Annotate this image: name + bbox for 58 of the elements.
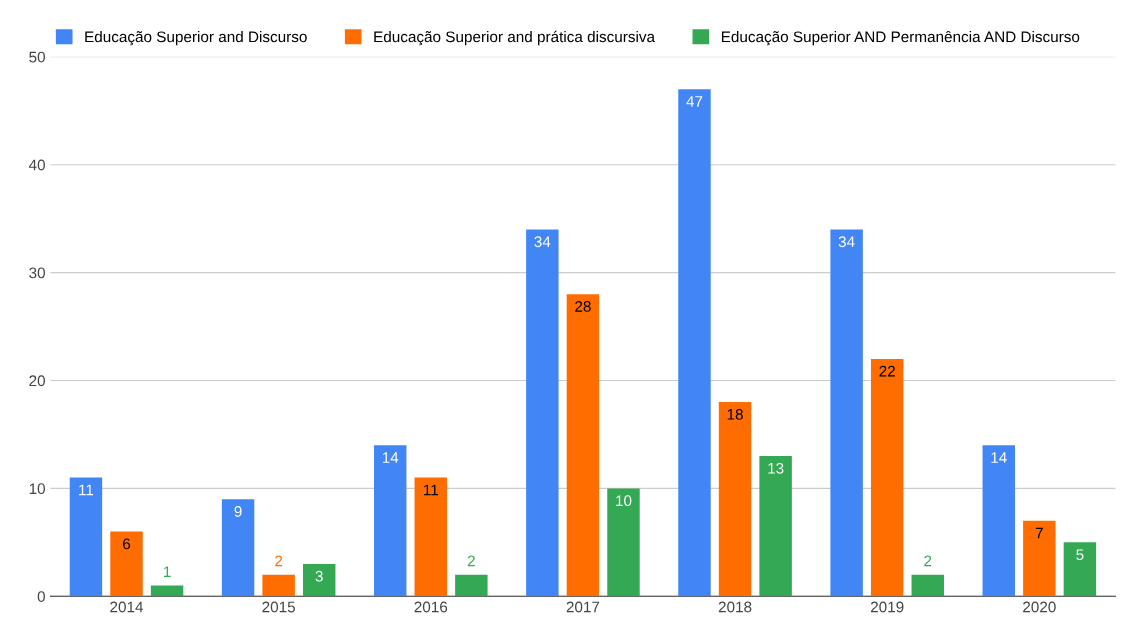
x-tick-label: 2017 <box>566 601 600 613</box>
bar <box>302 563 336 597</box>
bar <box>150 585 184 597</box>
data-label: 14 <box>991 452 1007 463</box>
y-tick-label: 30 <box>29 267 45 279</box>
bar <box>607 488 640 597</box>
bar <box>566 294 600 597</box>
bar <box>414 477 448 597</box>
bar <box>373 445 407 597</box>
data-label: 10 <box>616 495 632 507</box>
data-label: 14 <box>382 452 399 463</box>
data-label: 47 <box>686 96 703 107</box>
legend-label: Educação Superior AND Permanência AND Discurso <box>721 30 1080 46</box>
data-label: 5 <box>1076 549 1084 561</box>
y-tick-label: 10 <box>29 483 45 495</box>
bar <box>678 89 711 597</box>
data-label: 2 <box>467 555 475 567</box>
bar <box>759 456 792 597</box>
bar <box>1023 520 1056 597</box>
bar <box>982 445 1015 597</box>
y-tick-label: 50 <box>29 51 45 63</box>
data-label: 9 <box>234 506 242 517</box>
x-tick-label: 2019 <box>870 601 904 613</box>
x-tick-label: 2018 <box>718 601 752 613</box>
data-label: 11 <box>424 484 438 496</box>
bar <box>911 574 944 597</box>
y-tick-label: 40 <box>28 159 45 171</box>
data-label: 11 <box>79 484 94 496</box>
data-label: 34 <box>534 236 551 248</box>
x-tick-label: 2014 <box>110 601 144 613</box>
data-label: 3 <box>315 570 323 582</box>
bar <box>262 574 295 597</box>
bar <box>455 574 488 597</box>
bar <box>718 402 752 597</box>
data-label: 34 <box>838 236 855 248</box>
y-tick-label: 0 <box>37 591 45 602</box>
data-label: 18 <box>727 408 743 420</box>
bar <box>69 477 103 597</box>
bar <box>221 499 255 597</box>
bar <box>526 229 559 597</box>
data-label: 2 <box>275 555 283 567</box>
legend-label: Educação Superior and Discurso <box>85 30 307 46</box>
bar <box>870 358 904 597</box>
bar <box>110 531 143 597</box>
data-label: 6 <box>123 538 131 550</box>
x-tick-label: 2020 <box>1023 601 1056 613</box>
x-tick-label: 2016 <box>414 601 448 613</box>
bar <box>1063 542 1097 597</box>
data-label: 1 <box>164 566 171 577</box>
data-label: 28 <box>575 301 591 312</box>
legend-label: Educação Superior and prática discursiva <box>374 30 656 46</box>
y-tick-label: 20 <box>29 375 45 387</box>
data-label: 22 <box>879 365 895 377</box>
data-label: 2 <box>924 555 932 567</box>
bar <box>830 229 863 597</box>
data-label: 13 <box>768 462 784 474</box>
x-tick-label: 2015 <box>262 601 295 613</box>
data-label: 7 <box>1035 527 1043 539</box>
